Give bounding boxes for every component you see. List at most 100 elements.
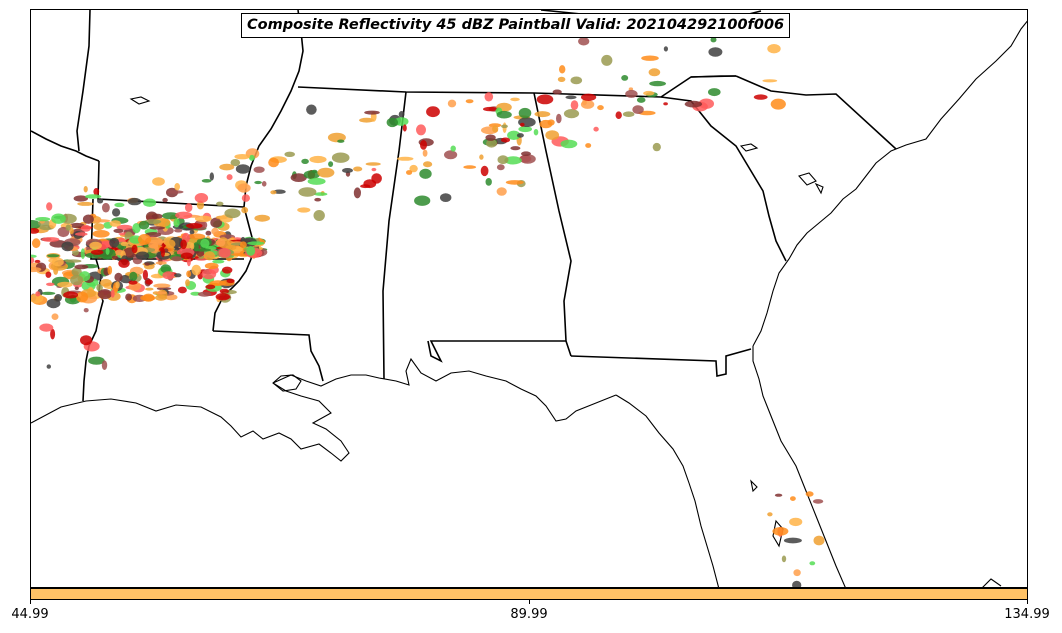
paintball-cell <box>145 279 153 285</box>
paintball-cell <box>90 249 104 255</box>
paintball-cell <box>518 126 532 133</box>
paintball-cell <box>171 256 183 262</box>
paintball-cell <box>314 192 328 196</box>
paintball-cell <box>148 241 159 249</box>
paintball-cell <box>510 146 521 151</box>
colorbar-label-min: 44.99 <box>11 607 49 622</box>
paintball-cell <box>301 158 309 164</box>
paintball-cell <box>552 89 562 95</box>
paintball-cell <box>186 270 192 278</box>
paintball-cell <box>396 156 414 161</box>
paintball-cell <box>230 159 241 167</box>
paintball-cell <box>533 129 539 136</box>
paintball-cell <box>222 266 233 274</box>
paintball-cell <box>46 298 61 309</box>
paintball-cell <box>142 269 148 281</box>
paintball-cell <box>64 259 82 263</box>
paintball-cell <box>185 203 193 213</box>
paintball-cell <box>615 111 622 119</box>
paintball-cell <box>31 257 35 264</box>
paintball-cell <box>204 262 219 270</box>
paintball-cell <box>31 293 44 304</box>
paintball-cell <box>144 262 150 266</box>
paintball-cell <box>215 293 230 301</box>
paintball-cell <box>565 95 577 100</box>
paintball-cell <box>480 165 489 177</box>
paintball-cell <box>241 194 250 202</box>
paintball-cell <box>53 266 59 275</box>
paintball-cell <box>556 113 562 124</box>
paintball-cell <box>194 248 212 252</box>
paintball-cell <box>663 46 669 52</box>
paintball-cell <box>643 90 655 96</box>
paintball-cell <box>307 177 326 185</box>
paintball-cell <box>268 157 279 168</box>
paintball-cell <box>753 94 768 100</box>
paintball-cell <box>125 293 132 301</box>
paintball-cell <box>649 80 666 87</box>
paintball-cell <box>364 110 380 115</box>
paintball-cell <box>93 188 100 196</box>
paintball-cell <box>597 105 604 111</box>
paintball-cell <box>151 213 163 219</box>
paintball-cell <box>636 97 646 103</box>
paintball-cell <box>422 149 428 157</box>
paintball-cell <box>534 111 551 118</box>
paintball-cell <box>479 154 484 160</box>
paintball-cell <box>496 164 505 171</box>
paintball-cell <box>254 214 270 222</box>
paintball-cell <box>82 214 94 224</box>
paintball-cell <box>793 569 801 577</box>
paintball-cell <box>353 166 363 172</box>
paintball-cell <box>73 195 89 202</box>
paintball-cell <box>128 280 138 285</box>
paintball-cell <box>545 130 560 141</box>
paintball-cell <box>31 266 42 273</box>
paintball-cell <box>209 172 214 181</box>
paintball-cell <box>510 97 520 102</box>
paintball-cell <box>240 241 247 249</box>
paintball-cell <box>621 75 629 81</box>
paintball-cell <box>80 248 86 259</box>
paintball-cell <box>450 145 456 152</box>
paintball-cell <box>521 151 531 156</box>
paintball-cell <box>419 168 432 179</box>
paintball-cell <box>767 44 781 54</box>
paintball-cell <box>51 213 66 224</box>
paintball-cell <box>353 187 361 199</box>
colorbar-label-max: 134.99 <box>1004 607 1050 622</box>
paintball-cell <box>165 239 176 249</box>
paintball-cell <box>65 224 71 231</box>
paintball-cell <box>813 535 825 546</box>
paintball-cell <box>297 207 311 213</box>
colorbar-label-mid: 89.99 <box>510 607 548 622</box>
paintball-cell <box>484 92 494 102</box>
paintball-cell <box>185 279 190 287</box>
paintball-cell <box>135 251 150 260</box>
paintball-cell <box>684 100 703 108</box>
paintball-cell <box>105 247 110 255</box>
paintball-cell <box>101 360 108 371</box>
paintball-cell <box>180 252 193 260</box>
paintball-cell <box>284 151 296 157</box>
paintball-cell <box>557 76 566 82</box>
paintball-cell <box>516 133 524 138</box>
paintball-cell <box>160 247 165 258</box>
paintball-cell <box>50 328 56 340</box>
paintball-cell <box>563 109 580 119</box>
paintball-cell <box>219 288 229 294</box>
paintball-cell <box>314 197 322 202</box>
paintball-cell <box>35 217 51 222</box>
paintball-cell <box>504 156 522 165</box>
paintball-cell <box>111 255 119 260</box>
paintball-cell <box>622 111 635 117</box>
paintball-cell <box>560 139 578 149</box>
paintball-cell <box>114 202 125 208</box>
paintball-cell <box>420 140 427 150</box>
paintball-cell <box>497 155 509 165</box>
paintball-cell <box>783 537 802 544</box>
paintball-cell <box>97 289 112 300</box>
paintball-cell <box>39 323 54 332</box>
paintball-cell <box>426 106 440 118</box>
paintball-cell <box>790 496 796 501</box>
